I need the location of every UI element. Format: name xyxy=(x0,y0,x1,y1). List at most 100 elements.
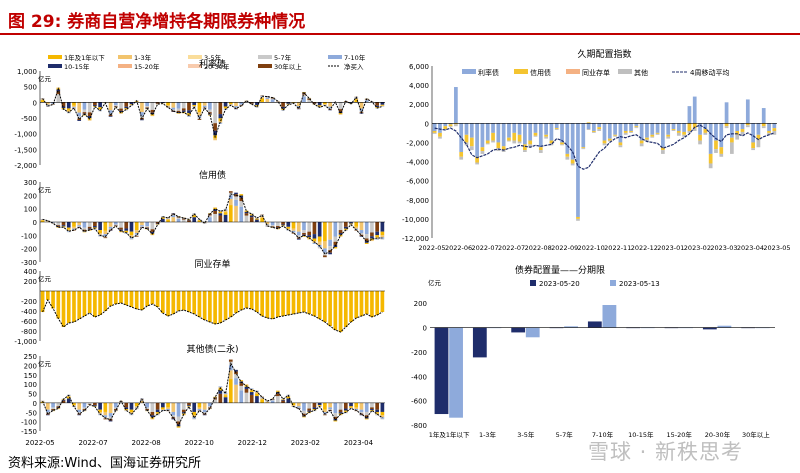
bar-segment xyxy=(113,410,118,411)
legend-rate: 1年及1年以下 1-3年 3-5年 5-7年 7-10年 10-15年 15-20年 20-3… xyxy=(48,53,366,71)
bar-segment xyxy=(249,213,254,215)
bar-segment xyxy=(302,413,306,416)
bar-segment xyxy=(333,222,338,237)
bar-segment xyxy=(323,102,327,105)
bar-segment xyxy=(181,412,186,414)
bar-segment xyxy=(192,402,197,412)
bar-segment xyxy=(255,219,259,222)
bar-segment xyxy=(454,87,458,124)
bar-segment xyxy=(333,402,338,414)
bar-segment xyxy=(666,134,671,137)
bar-segment xyxy=(124,410,129,411)
bar-segment xyxy=(255,392,259,394)
legend-label: 利率债 xyxy=(478,68,499,77)
bar-segment xyxy=(239,197,244,202)
bar-segment xyxy=(538,123,543,148)
bar-segment xyxy=(286,398,291,403)
bar-segment xyxy=(740,123,745,130)
bar-segment xyxy=(512,132,517,141)
bar-segment xyxy=(66,102,71,109)
bar-segment xyxy=(228,370,233,380)
bar xyxy=(140,291,144,310)
bar-segment xyxy=(364,100,369,103)
bar xyxy=(370,291,374,317)
bar-segment xyxy=(270,399,275,401)
bar-segment xyxy=(145,407,149,410)
bar-segment xyxy=(239,206,244,222)
bar-segment xyxy=(213,398,217,400)
bar-segment xyxy=(312,402,317,408)
bar xyxy=(176,291,181,311)
bar-segment xyxy=(719,147,724,154)
panel-title: 信用债 xyxy=(199,169,226,181)
bar-segment xyxy=(560,144,564,146)
y-tick-label: -6,000 xyxy=(406,178,429,186)
bar-segment xyxy=(119,222,123,228)
bar-segment xyxy=(349,407,353,409)
legend-swatch xyxy=(258,64,272,68)
bar-segment xyxy=(528,140,533,145)
bar xyxy=(155,291,160,307)
bar xyxy=(93,291,97,317)
bar-segment xyxy=(213,209,217,211)
bar-segment xyxy=(244,213,249,216)
bar-segment xyxy=(166,105,170,107)
bar-segment xyxy=(129,238,134,240)
bar-segment xyxy=(491,132,495,141)
bar-segment xyxy=(40,99,45,101)
bar-segment xyxy=(312,222,317,235)
bar-segment xyxy=(307,231,312,236)
bar-segment xyxy=(140,119,144,121)
bar-segment xyxy=(208,113,212,115)
bar-segment xyxy=(772,123,777,129)
bar-segment xyxy=(124,106,129,109)
bar-segment xyxy=(623,132,628,135)
bar-segment xyxy=(213,208,217,210)
bar-segment xyxy=(432,132,437,134)
y-tick-label: -200 xyxy=(21,246,37,254)
bar-segment xyxy=(255,390,259,392)
bar-segment xyxy=(166,409,170,411)
bar-segment xyxy=(507,123,511,138)
bar-segment xyxy=(187,402,191,406)
bar-segment xyxy=(286,396,291,399)
bar-segment xyxy=(333,416,338,420)
bar-segment xyxy=(77,120,82,121)
bar-segment xyxy=(544,134,548,137)
bar xyxy=(98,291,102,315)
bar-segment xyxy=(719,153,724,157)
bar-segment xyxy=(77,412,82,414)
bar-segment xyxy=(432,130,437,133)
bar-segment xyxy=(129,414,134,416)
bar-segment xyxy=(634,123,639,127)
bar-segment xyxy=(276,396,280,403)
bar-segment xyxy=(380,418,385,420)
bar-segment xyxy=(364,241,369,243)
bar-segment xyxy=(119,229,123,231)
bar-segment xyxy=(145,228,149,229)
bar xyxy=(349,291,353,322)
bar-segment xyxy=(51,409,55,411)
bar-segment xyxy=(676,123,681,131)
y-tick-label: -1,000 xyxy=(14,338,37,346)
bar-segment xyxy=(113,224,118,226)
bar-segment xyxy=(228,104,233,105)
x-tick-label: 3-5年 xyxy=(517,430,535,439)
bar-segment xyxy=(77,402,82,410)
bar-segment xyxy=(176,217,181,219)
bar-segment xyxy=(98,102,102,108)
bar-segment xyxy=(166,218,170,219)
bar-segment xyxy=(108,222,113,227)
y-tick-label: -8,000 xyxy=(406,197,429,205)
bar-segment xyxy=(40,220,45,222)
bar-segment xyxy=(72,102,76,106)
bar-segment xyxy=(370,407,374,410)
bar-segment xyxy=(77,116,82,119)
bar-segment xyxy=(438,132,442,137)
bar-segment xyxy=(323,104,327,105)
bar-segment xyxy=(218,393,223,403)
unit-label: 亿元 xyxy=(428,278,442,287)
bar-segment xyxy=(228,359,233,362)
bar xyxy=(333,291,338,330)
